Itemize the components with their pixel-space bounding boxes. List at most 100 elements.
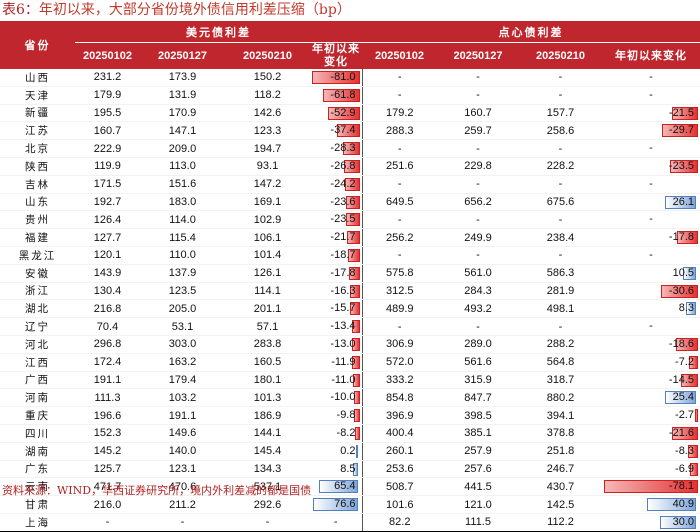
dimsum-20250210-cell: 564.8 bbox=[519, 353, 602, 372]
change-value: 30.0 bbox=[672, 515, 694, 528]
dimsum-20250210-cell: 142.5 bbox=[519, 495, 602, 514]
province-cell: 新疆 bbox=[0, 104, 75, 123]
dimsum-20250102-cell: 101.6 bbox=[362, 495, 437, 514]
province-cell: 甘肃 bbox=[0, 495, 75, 514]
change-value: -23.6 bbox=[330, 195, 356, 208]
change-value: -30.6 bbox=[668, 284, 694, 297]
negative-change-bar bbox=[694, 409, 698, 423]
table-row: 广西 191.1 179.4 180.1 -11.0 333.2 315.9 318.7 -14… bbox=[0, 371, 700, 390]
dimsum-change-cell: -29.7 bbox=[602, 121, 700, 141]
negative-change-bar bbox=[350, 302, 360, 316]
header-usd-change: 年初以来变化 bbox=[310, 42, 362, 69]
province-cell: 江苏 bbox=[0, 121, 75, 141]
usd-20250127-cell: 191.1 bbox=[140, 406, 225, 425]
dimsum-20250127-cell: 385.1 bbox=[437, 424, 519, 443]
table-row: 北京 222.9 209.0 194.7 -28.3- - - - bbox=[0, 139, 700, 158]
dimsum-20250102-cell: 312.5 bbox=[362, 282, 437, 301]
usd-20250127-cell: 147.1 bbox=[140, 121, 225, 141]
usd-20250102-cell: 111.3 bbox=[75, 388, 140, 408]
negative-change-bar bbox=[661, 284, 698, 298]
usd-20250210-cell: 101.3 bbox=[225, 388, 310, 408]
dimsum-20250102-cell: 179.2 bbox=[362, 104, 437, 123]
dimsum-20250210-cell: - bbox=[519, 139, 602, 158]
dimsum-20250127-cell: 441.5 bbox=[437, 477, 519, 497]
usd-change-cell: -81.0 bbox=[310, 69, 363, 87]
province-cell: 云南 bbox=[0, 477, 75, 497]
usd-20250102-cell: - bbox=[75, 513, 140, 532]
usd-20250210-cell: 114.1 bbox=[225, 282, 310, 301]
dimsum-20250127-cell: 160.7 bbox=[437, 104, 519, 123]
table-row: 云南 471.7 470.6 537.1 65.4 508.7 441.5 430.7 -78.… bbox=[0, 477, 700, 497]
negative-change-bar bbox=[689, 462, 698, 476]
negative-change-bar bbox=[688, 444, 698, 458]
usd-change-cell: -23.5 bbox=[310, 210, 363, 230]
dimsum-20250210-cell: 498.1 bbox=[519, 299, 602, 319]
change-value: -29.7 bbox=[668, 124, 694, 137]
dimsum-change-cell: -23.5 bbox=[602, 157, 700, 176]
dimsum-20250102-cell: 82.2 bbox=[362, 513, 437, 532]
dimsum-change-cell: -30.6 bbox=[602, 282, 700, 301]
usd-20250127-cell: 173.9 bbox=[140, 69, 225, 87]
usd-change-cell: -23.6 bbox=[310, 193, 363, 212]
change-value: -14.5 bbox=[668, 373, 694, 386]
change-value: -2.7 bbox=[675, 409, 694, 422]
province-cell: 上海 bbox=[0, 513, 75, 532]
usd-20250127-cell: 53.1 bbox=[140, 317, 225, 336]
dimsum-20250127-cell: 249.9 bbox=[437, 228, 519, 247]
dimsum-change-cell: - bbox=[602, 175, 700, 194]
dimsum-20250210-cell: - bbox=[519, 246, 602, 265]
negative-change-bar bbox=[672, 106, 698, 120]
table-row: 广东 125.7 123.1 134.3 8.5 253.6 257.6 246.7 -6.9 bbox=[0, 460, 700, 479]
change-value: 26.1 bbox=[672, 195, 694, 208]
change-value: -17.8 bbox=[668, 231, 694, 244]
dimsum-20250102-cell: 572.0 bbox=[362, 353, 437, 372]
change-value: -21.7 bbox=[330, 231, 356, 244]
dimsum-change-cell: - bbox=[602, 210, 700, 230]
usd-20250102-cell: 179.9 bbox=[75, 86, 140, 105]
usd-20250127-cell: 179.4 bbox=[140, 371, 225, 390]
usd-change-cell: -15.7 bbox=[310, 299, 363, 319]
dimsum-change-cell: -78.1 bbox=[602, 477, 700, 497]
usd-20250102-cell: 191.1 bbox=[75, 371, 140, 390]
change-value: - bbox=[649, 88, 653, 101]
change-value: 8.5 bbox=[340, 462, 356, 475]
usd-20250210-cell: 194.7 bbox=[225, 139, 310, 158]
dimsum-20250127-cell: - bbox=[437, 139, 519, 158]
usd-change-cell: 76.6 bbox=[310, 495, 363, 514]
usd-change-cell: -18.7 bbox=[310, 246, 363, 265]
dimsum-20250102-cell: 260.1 bbox=[362, 442, 437, 461]
negative-change-bar bbox=[676, 231, 698, 245]
usd-20250102-cell: 70.4 bbox=[75, 317, 140, 336]
province-cell: 江西 bbox=[0, 353, 75, 372]
dimsum-20250127-cell: - bbox=[437, 210, 519, 230]
dimsum-20250102-cell: 489.9 bbox=[362, 299, 437, 319]
change-value: - bbox=[649, 213, 653, 226]
usd-20250210-cell: 101.4 bbox=[225, 246, 310, 265]
negative-change-bar bbox=[349, 284, 360, 298]
change-value: -8.2 bbox=[336, 426, 356, 439]
table-row: 天津 179.9 131.9 118.2 -61.8- - - - bbox=[0, 86, 700, 105]
change-value: -13.4 bbox=[330, 320, 356, 333]
change-value: -18.7 bbox=[330, 248, 356, 261]
usd-20250102-cell: 195.5 bbox=[75, 104, 140, 123]
dimsum-change-cell: - bbox=[602, 246, 700, 265]
change-value: -7.2 bbox=[675, 355, 694, 368]
dimsum-20250210-cell: 586.3 bbox=[519, 264, 602, 283]
change-value: -23.5 bbox=[330, 213, 356, 226]
negative-change-bar bbox=[345, 195, 360, 209]
province-cell: 福建 bbox=[0, 228, 75, 247]
dimsum-change-cell: 30.0 bbox=[602, 513, 700, 532]
usd-20250102-cell: 196.6 bbox=[75, 406, 140, 425]
change-value: -81.0 bbox=[330, 71, 356, 83]
usd-change-cell: 65.4 bbox=[310, 477, 363, 497]
dimsum-change-cell: 10.5 bbox=[602, 264, 700, 283]
province-cell: 河南 bbox=[0, 388, 75, 408]
change-value: - bbox=[649, 320, 653, 333]
negative-change-bar bbox=[345, 177, 360, 191]
province-cell: 安徽 bbox=[0, 264, 75, 283]
source-note: 资料来源：WIND，华西证券研究所，境内外利差减的都是国债 bbox=[2, 484, 312, 497]
dimsum-20250102-cell: - bbox=[362, 317, 437, 336]
positive-change-bar bbox=[319, 480, 358, 494]
negative-change-bar bbox=[351, 320, 360, 334]
dimsum-change-cell: - bbox=[602, 317, 700, 336]
